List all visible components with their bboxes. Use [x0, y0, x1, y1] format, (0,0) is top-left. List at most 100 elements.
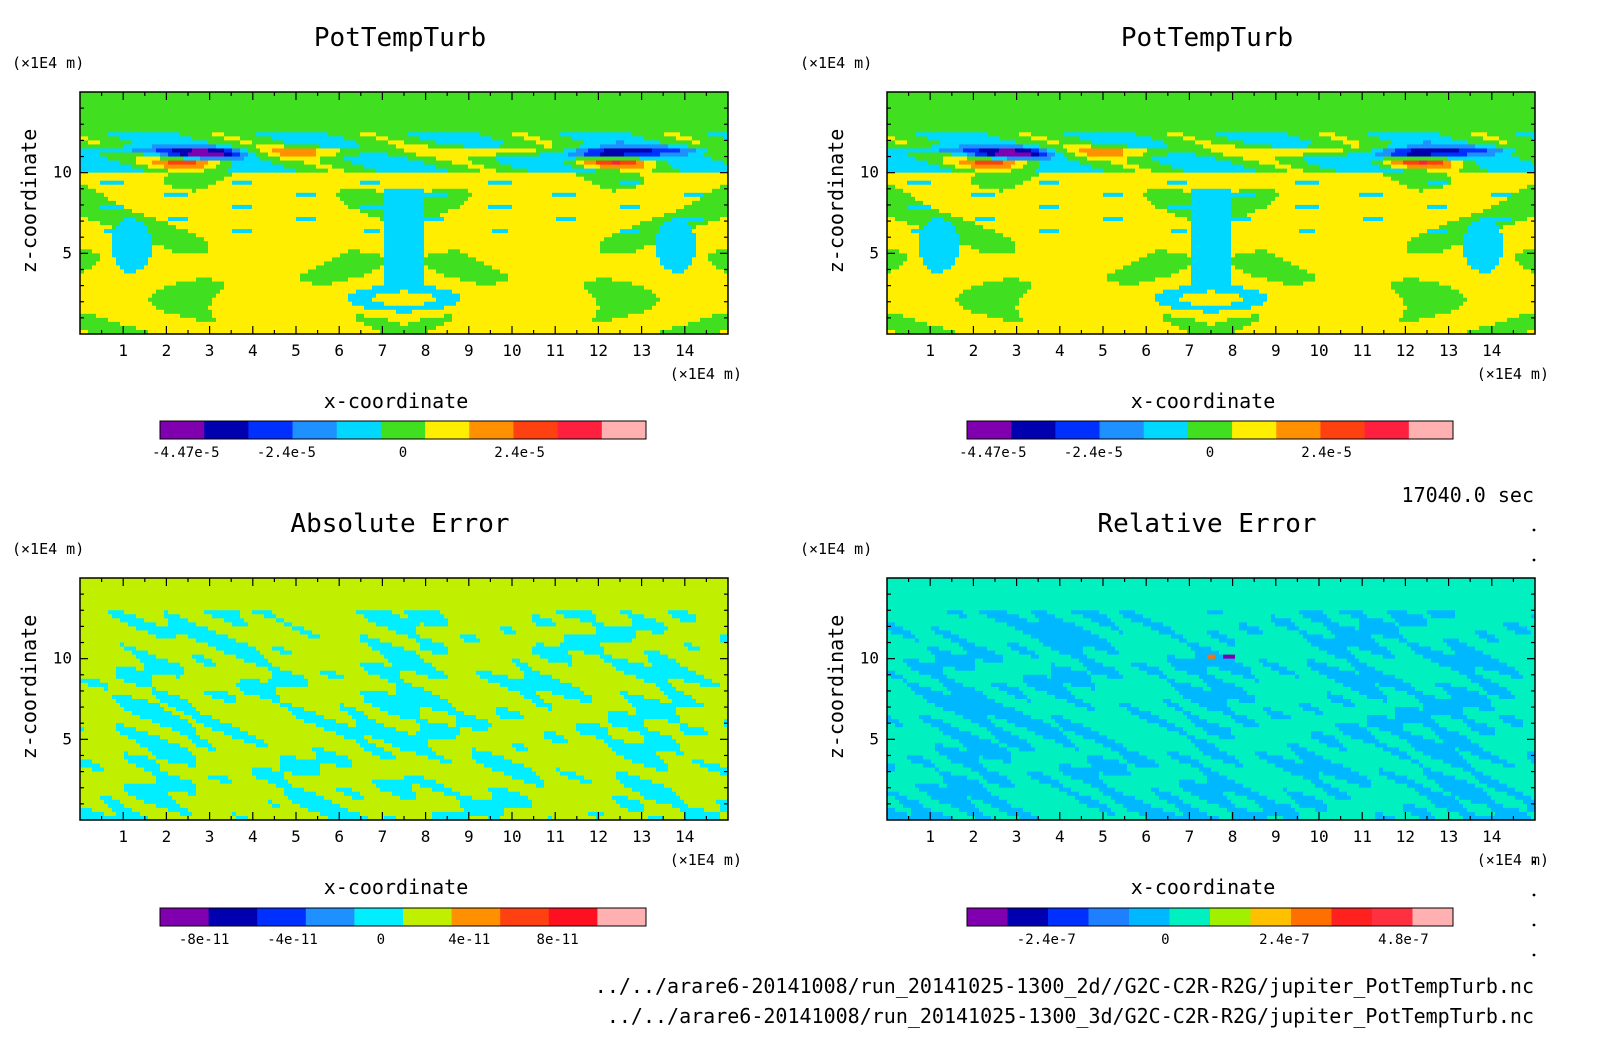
heatmap-cell — [296, 168, 301, 174]
heatmap-cell — [568, 192, 573, 198]
heatmap-cell — [292, 184, 297, 190]
heatmap-cell — [284, 168, 289, 174]
heatmap-cell — [656, 136, 661, 141]
heatmap-cell — [516, 168, 521, 174]
heatmap-cell — [256, 116, 261, 121]
heatmap-cell — [496, 128, 501, 133]
heatmap-cell — [508, 184, 513, 190]
heatmap-cell — [544, 172, 549, 178]
heatmap-cell — [448, 132, 453, 137]
heatmap-cell — [168, 172, 173, 178]
heatmap-cell — [248, 196, 253, 202]
heatmap-cell — [184, 104, 189, 109]
heatmap-cell — [580, 116, 585, 121]
heatmap-cell — [516, 184, 521, 190]
heatmap-cell — [672, 120, 677, 125]
heatmap-cell — [236, 164, 241, 170]
heatmap-cell — [324, 160, 329, 166]
heatmap-cell — [400, 100, 405, 105]
heatmap-cell — [560, 168, 565, 174]
heatmap-cell — [380, 156, 385, 162]
heatmap-cell — [248, 128, 253, 133]
heatmap-cell — [248, 112, 253, 117]
heatmap-cell — [720, 176, 725, 182]
heatmap-cell — [360, 204, 365, 210]
heatmap-cell — [232, 204, 237, 210]
heatmap-cell — [336, 100, 341, 105]
heatmap-cell — [128, 176, 133, 182]
heatmap-cell — [204, 172, 209, 178]
heatmap-cell — [120, 148, 125, 154]
heatmap-cell — [440, 184, 445, 190]
heatmap-cell — [336, 204, 341, 210]
heatmap-cell — [508, 132, 513, 137]
heatmap-cell — [472, 156, 477, 162]
heatmap-cell — [384, 92, 389, 97]
heatmap-cell — [540, 128, 545, 133]
heatmap-cell — [228, 204, 233, 210]
heatmap-cell — [292, 144, 297, 150]
heatmap-cell — [436, 184, 441, 190]
heatmap-cell — [504, 168, 509, 174]
heatmap-cell — [96, 172, 101, 178]
heatmap-cell — [504, 132, 509, 137]
heatmap-cell — [664, 196, 669, 202]
heatmap-cell — [300, 200, 305, 206]
heatmap-cell — [524, 116, 529, 121]
heatmap-cell — [336, 200, 341, 206]
heatmap-cell — [540, 180, 545, 186]
heatmap-cell — [672, 100, 677, 105]
heatmap-cell — [708, 148, 713, 154]
heatmap-cell — [328, 132, 333, 137]
heatmap-cell — [384, 200, 389, 206]
heatmap-cell — [92, 196, 97, 202]
heatmap-cell — [408, 132, 413, 137]
heatmap-cell — [336, 196, 341, 202]
heatmap-cell — [564, 100, 569, 105]
heatmap-cell — [456, 213, 461, 218]
heatmap-cell — [440, 144, 445, 150]
heatmap-cell — [468, 120, 473, 125]
heatmap-cell — [648, 108, 653, 113]
heatmap-cell — [716, 144, 721, 150]
heatmap-cell — [356, 184, 361, 190]
heatmap-cell — [420, 132, 425, 137]
heatmap-cell — [80, 213, 85, 218]
heatmap-cell — [384, 168, 389, 174]
heatmap-cell — [552, 96, 557, 101]
heatmap-cell — [140, 213, 145, 218]
heatmap-cell — [300, 104, 305, 109]
heatmap-cell — [512, 96, 517, 101]
heatmap-cell — [508, 140, 513, 146]
heatmap-cell — [628, 164, 633, 170]
heatmap-cell — [236, 172, 241, 178]
heatmap-cell — [384, 148, 389, 154]
heatmap-cell — [596, 196, 601, 202]
heatmap-cell — [712, 108, 717, 113]
heatmap-cell — [656, 132, 661, 137]
heatmap-cell — [116, 152, 121, 158]
heatmap-cell — [588, 116, 593, 121]
heatmap-cell — [192, 213, 197, 218]
heatmap-cell — [176, 152, 181, 158]
heatmap-cell — [324, 192, 329, 198]
heatmap-cell — [500, 116, 505, 121]
heatmap-cell — [448, 100, 453, 105]
heatmap-cell — [340, 148, 345, 154]
heatmap-cell — [444, 124, 449, 129]
heatmap-cell — [724, 188, 728, 194]
heatmap-cell — [164, 136, 169, 141]
heatmap-cell — [624, 168, 629, 174]
heatmap-cell — [508, 156, 513, 162]
heatmap-cell — [196, 156, 201, 162]
heatmap-cell — [308, 196, 313, 202]
heatmap-cell — [376, 192, 381, 198]
heatmap-cell — [344, 92, 349, 97]
heatmap-cell — [168, 124, 173, 129]
heatmap-cell — [648, 140, 653, 146]
heatmap-cell — [148, 140, 153, 146]
heatmap-cell — [704, 124, 709, 129]
heatmap-cell — [264, 196, 269, 202]
heatmap-cell — [352, 128, 357, 133]
heatmap-cell — [184, 184, 189, 190]
